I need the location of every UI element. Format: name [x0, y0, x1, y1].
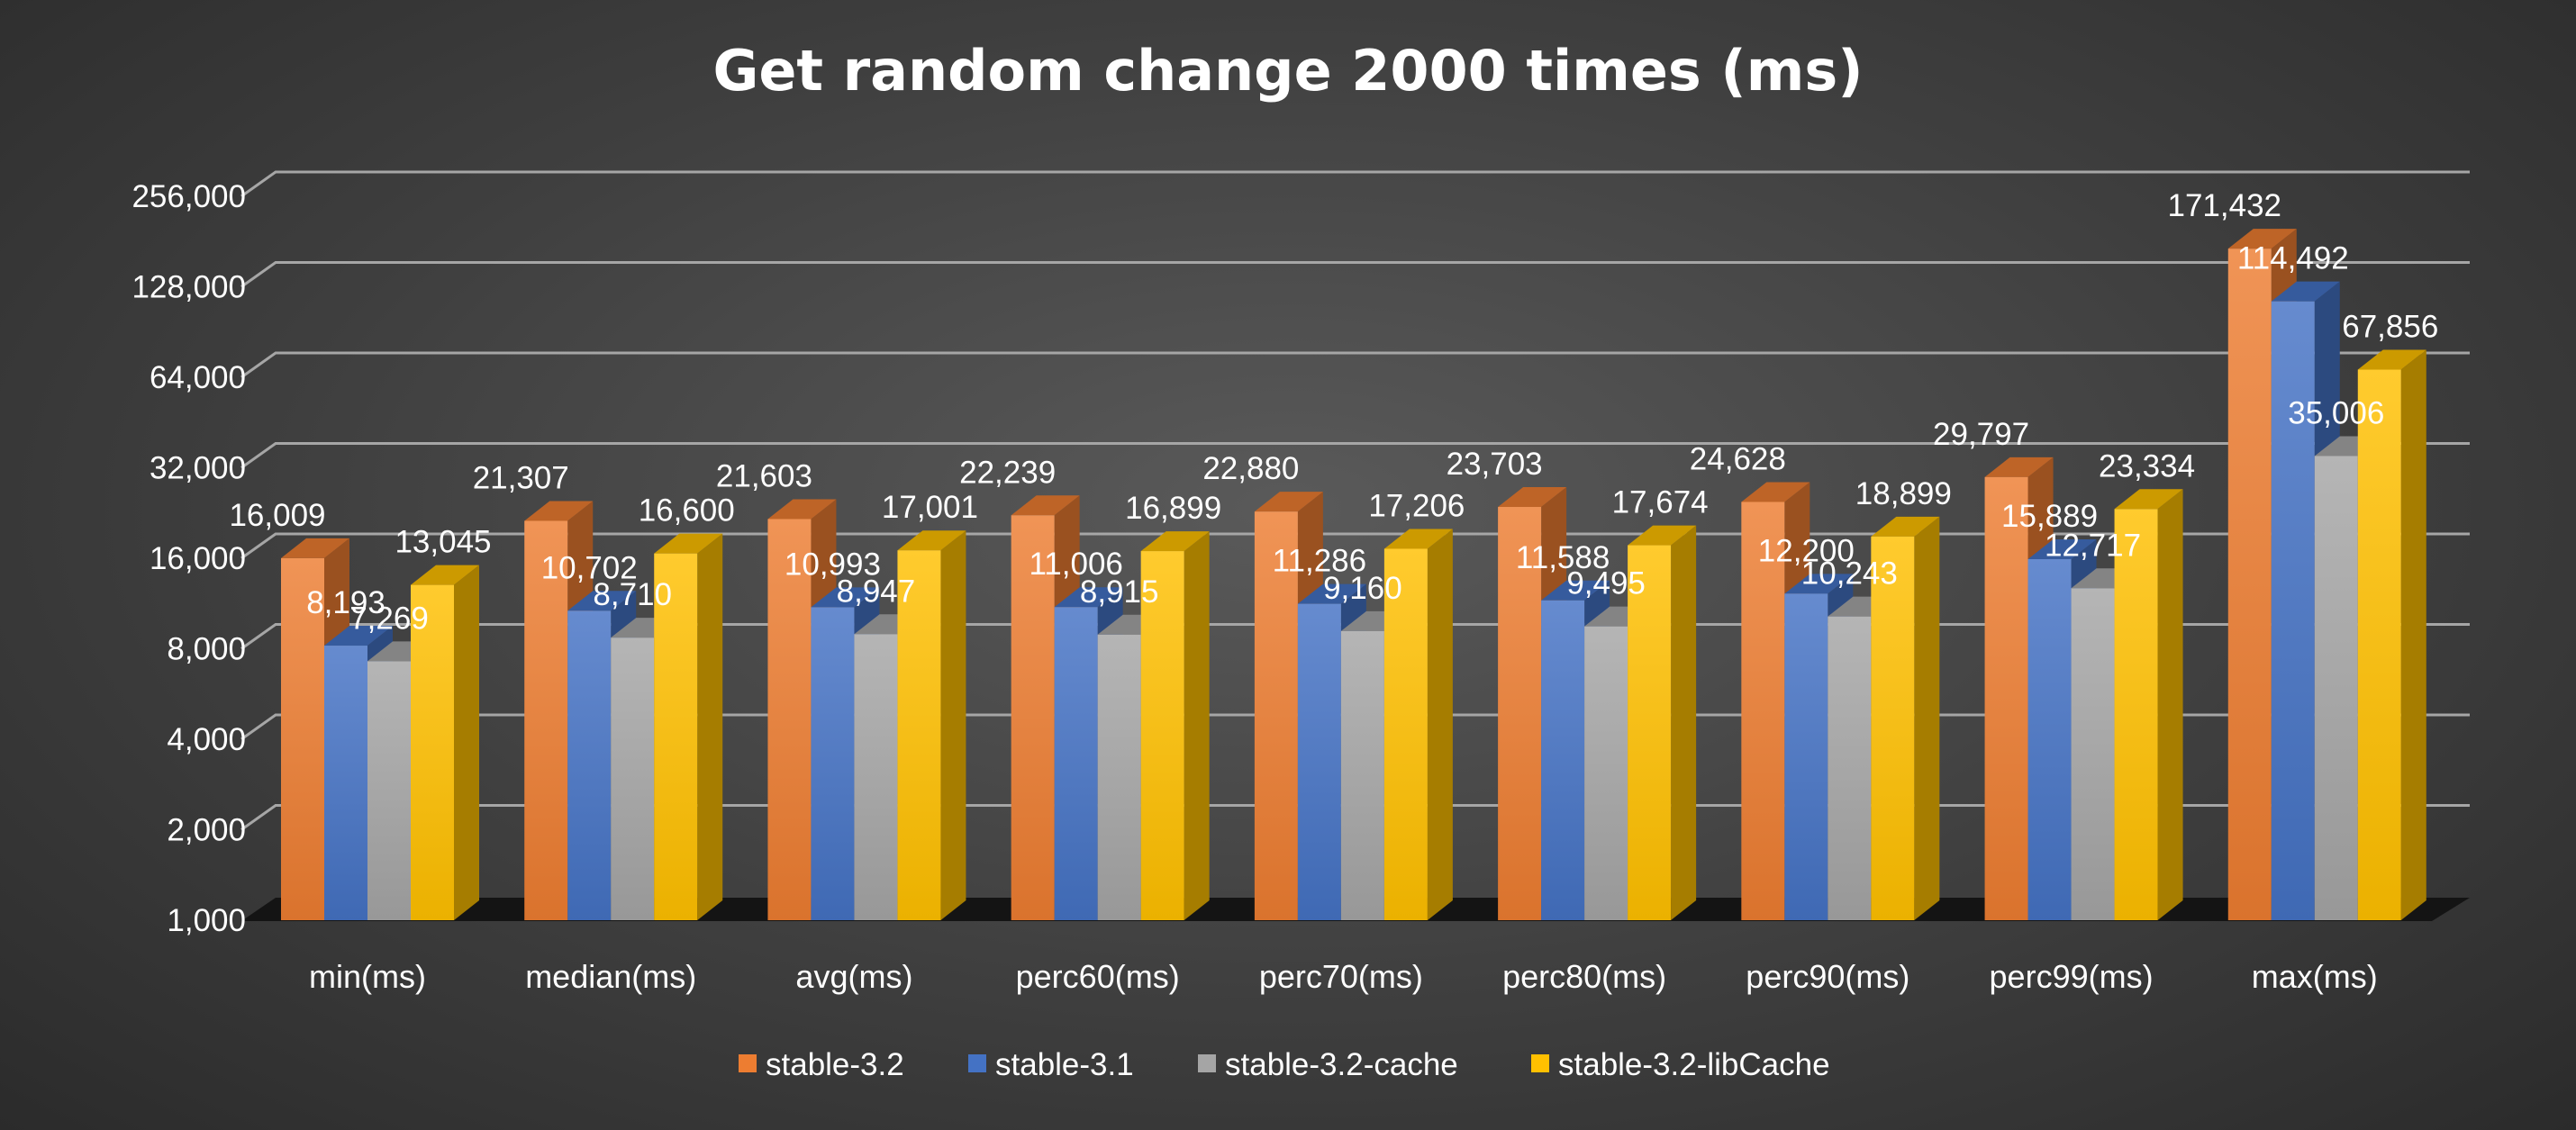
- data-label: 171,432: [2168, 188, 2282, 223]
- x-tick-label: max(ms): [2252, 958, 2378, 995]
- y-tick-label: 4,000: [167, 722, 246, 757]
- legend-item: stable-3.1: [968, 1047, 1134, 1082]
- y-tick-label: 256,000: [132, 179, 246, 214]
- x-tick-label: perc80(ms): [1502, 958, 1666, 995]
- data-label: 23,703: [1447, 447, 1543, 482]
- data-label: 15,889: [2001, 499, 2098, 534]
- y-tick-label: 128,000: [132, 270, 246, 305]
- data-label: 22,880: [1202, 451, 1299, 486]
- gridline: [240, 804, 2470, 831]
- data-label: 16,009: [229, 498, 325, 533]
- legend-swatch: [1198, 1054, 1216, 1072]
- gridline: [240, 532, 2470, 560]
- data-label: 11,006: [1029, 547, 1122, 582]
- bar: [1628, 525, 1697, 920]
- gridline: [240, 442, 2470, 469]
- data-label: 17,206: [1368, 488, 1465, 523]
- data-label: 18,899: [1855, 476, 1952, 511]
- gridline: [240, 170, 2470, 198]
- data-label: 8,915: [1080, 574, 1159, 610]
- legend-swatch: [1531, 1054, 1549, 1072]
- y-tick-label: 32,000: [150, 451, 246, 486]
- x-tick-label: min(ms): [309, 958, 426, 995]
- bar: [2114, 489, 2183, 920]
- bar: [411, 565, 479, 920]
- x-tick-label: perc60(ms): [1016, 958, 1180, 995]
- data-label: 8,947: [837, 574, 916, 609]
- data-label: 22,239: [959, 455, 1056, 490]
- x-axis: min(ms) median(ms) avg(ms) perc60(ms) perc70…: [309, 958, 2378, 995]
- legend-swatch: [968, 1054, 986, 1072]
- bar: [897, 530, 966, 920]
- bar: [2357, 349, 2426, 921]
- legend-swatch: [739, 1054, 757, 1072]
- data-label: 7,269: [349, 601, 429, 636]
- data-label: 21,307: [473, 460, 569, 495]
- data-label: 10,702: [541, 550, 638, 585]
- y-tick-label: 16,000: [150, 541, 246, 576]
- y-axis: 1,000 2,000 4,000 8,000 16,000 32,000 64,000 12…: [132, 179, 246, 938]
- data-label: 11,588: [1516, 540, 1610, 575]
- bar: [1871, 516, 1940, 920]
- bar: [1383, 529, 1453, 920]
- bars: [281, 229, 2426, 921]
- data-label: 17,001: [882, 490, 978, 525]
- data-label: 24,628: [1690, 441, 1786, 476]
- bar: [654, 533, 723, 920]
- x-tick-label: perc70(ms): [1259, 958, 1423, 995]
- data-label: 9,495: [1566, 566, 1646, 601]
- chart-title: Get random change 2000 times (ms): [712, 38, 1863, 104]
- gridline: [240, 261, 2470, 288]
- legend-label: stable-3.2: [766, 1047, 904, 1082]
- data-label: 17,674: [1612, 485, 1709, 520]
- data-label: 16,600: [639, 493, 735, 529]
- data-label: 67,856: [2342, 310, 2438, 345]
- gridline: [240, 713, 2470, 741]
- grid-layer: [240, 170, 2470, 831]
- legend: stable-3.2 stable-3.1 stable-3.2-cache stab…: [739, 1047, 1830, 1082]
- legend-label: stable-3.1: [995, 1047, 1134, 1082]
- x-tick-label: median(ms): [525, 958, 696, 995]
- x-tick-label: avg(ms): [795, 958, 912, 995]
- data-label: 9,160: [1323, 571, 1402, 606]
- data-label: 35,006: [2288, 395, 2384, 430]
- data-label: 8,710: [593, 577, 672, 612]
- data-label: 21,603: [716, 458, 812, 493]
- x-tick-label: perc90(ms): [1746, 958, 1909, 995]
- data-label: 16,899: [1125, 491, 1221, 526]
- data-label: 114,492: [2237, 241, 2349, 276]
- data-label: 10,993: [785, 547, 881, 582]
- legend-item: stable-3.2-cache: [1198, 1047, 1458, 1082]
- legend-label: stable-3.2-libCache: [1558, 1047, 1830, 1082]
- y-tick-label: 64,000: [150, 360, 246, 395]
- legend-item: stable-3.2-libCache: [1531, 1047, 1830, 1082]
- y-tick-label: 8,000: [167, 632, 246, 667]
- data-label: 8,193: [306, 585, 385, 620]
- data-label: 12,200: [1758, 533, 1855, 568]
- data-label: 23,334: [2099, 448, 2195, 484]
- data-label: 13,045: [395, 525, 491, 560]
- data-label: 11,286: [1273, 544, 1366, 579]
- y-tick-label: 1,000: [167, 903, 246, 938]
- y-tick-label: 2,000: [167, 813, 246, 848]
- gridline: [240, 623, 2470, 650]
- data-label: 10,243: [1801, 556, 1898, 592]
- legend-label: stable-3.2-cache: [1225, 1047, 1458, 1082]
- x-tick-label: perc99(ms): [1990, 958, 2154, 995]
- data-label: 12,717: [2045, 528, 2141, 563]
- bar: [1140, 531, 1210, 920]
- data-label: 29,797: [1933, 417, 2029, 452]
- legend-item: stable-3.2: [739, 1047, 904, 1082]
- gridline: [240, 351, 2470, 379]
